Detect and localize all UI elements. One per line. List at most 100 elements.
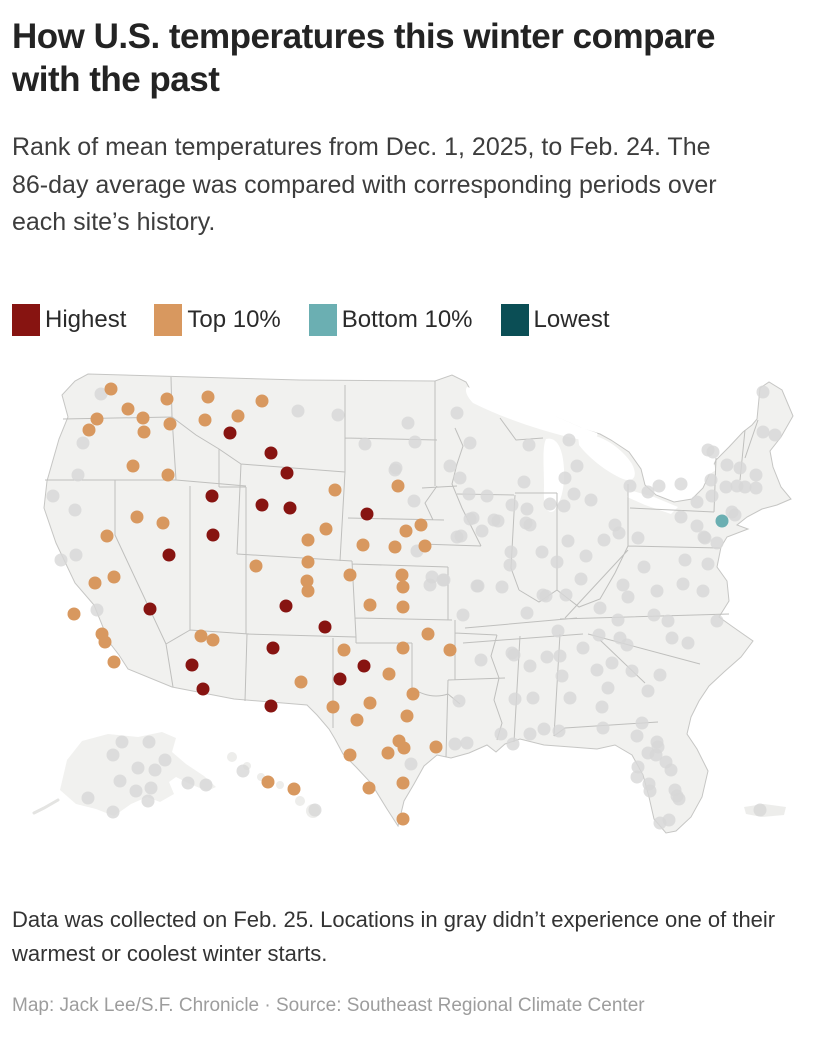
station-dot-gray (559, 588, 573, 602)
station-dot-gray (605, 656, 619, 670)
station-dot-gray (690, 519, 704, 533)
station-dot-gray (54, 553, 68, 567)
station-dot-top10 (399, 524, 413, 538)
us-temperature-map (0, 358, 820, 873)
station-dot-gray (653, 668, 667, 682)
station-dot-top10 (396, 812, 410, 826)
station-dot-gray (756, 425, 770, 439)
station-dot-top10 (231, 409, 245, 423)
station-dot-gray (517, 475, 531, 489)
station-dot-gray (523, 659, 537, 673)
station-dot-gray (696, 584, 710, 598)
legend-swatch (500, 303, 529, 336)
station-dot-gray (643, 784, 657, 798)
station-dot-top10 (418, 539, 432, 553)
station-dot-gray (106, 748, 120, 762)
page: How U.S. temperatures this winter compar… (0, 17, 820, 1017)
station-dot-gray (561, 534, 575, 548)
station-dot-gray (503, 558, 517, 572)
station-dot-gray (358, 437, 372, 451)
station-dot-top10 (160, 392, 174, 406)
station-dot-gray (753, 803, 767, 817)
legend-item-bottom10: Bottom 10% (308, 303, 473, 336)
station-dot-gray (90, 603, 104, 617)
station-dot-highest (333, 672, 347, 686)
station-dot-gray (596, 721, 610, 735)
station-dot-top10 (343, 748, 357, 762)
station-dot-gray (674, 477, 688, 491)
station-dot-gray (738, 480, 752, 494)
station-dot-gray (520, 606, 534, 620)
station-dot-gray (637, 560, 651, 574)
station-dot-gray (704, 473, 718, 487)
station-dot-gray (678, 553, 692, 567)
station-dot-gray (535, 545, 549, 559)
station-dot-gray (506, 737, 520, 751)
station-dot-top10 (294, 675, 308, 689)
legend: Highest Top 10% Bottom 10% Lowest (12, 303, 810, 336)
legend-item-lowest: Lowest (500, 303, 610, 336)
station-dot-highest (206, 528, 220, 542)
station-dot-gray (236, 764, 250, 778)
station-dot-gray (199, 778, 213, 792)
station-dot-gray (623, 479, 637, 493)
station-dot-highest (318, 620, 332, 634)
station-dot-top10 (287, 782, 301, 796)
station-dot-top10 (136, 411, 150, 425)
station-dot-top10 (194, 629, 208, 643)
station-dot-top10 (328, 483, 342, 497)
station-dot-top10 (130, 510, 144, 524)
station-dot-gray (536, 588, 550, 602)
station-dot-gray (81, 791, 95, 805)
station-dot-gray (665, 631, 679, 645)
station-dot-gray (728, 508, 742, 522)
station-dot-gray (68, 503, 82, 517)
station-dot-gray (620, 638, 634, 652)
chart-credit: Map: Jack Lee/S.F. Chronicle · Source: S… (12, 995, 645, 1017)
station-dot-gray (681, 636, 695, 650)
station-dot-highest (280, 466, 294, 480)
station-dot-top10 (163, 417, 177, 431)
station-dot-gray (46, 489, 60, 503)
station-dot-gray (158, 753, 172, 767)
legend-label: Top 10% (187, 305, 281, 333)
station-dot-top10 (350, 713, 364, 727)
station-dot-gray (625, 664, 639, 678)
station-dot-gray (749, 481, 763, 495)
station-dot-gray (768, 428, 782, 442)
station-dot-top10 (343, 568, 357, 582)
station-dot-gray (631, 531, 645, 545)
station-dot-gray (664, 763, 678, 777)
station-dot-gray (641, 684, 655, 698)
station-dot-gray (690, 495, 704, 509)
station-dot-gray (113, 774, 127, 788)
station-dot-gray (526, 691, 540, 705)
station-dot-gray (331, 408, 345, 422)
station-dot-gray (407, 494, 421, 508)
station-dot-highest (283, 501, 297, 515)
station-dot-gray (474, 653, 488, 667)
station-dot-gray (592, 628, 606, 642)
station-dot-gray (463, 436, 477, 450)
station-dot-gray (576, 641, 590, 655)
station-dot-gray (710, 614, 724, 628)
station-dot-top10 (261, 775, 275, 789)
chart-subtitle: Rank of mean temperatures from Dec. 1, 2… (12, 133, 717, 237)
station-dot-gray (131, 761, 145, 775)
station-dot-top10 (137, 425, 151, 439)
station-dot-gray (749, 468, 763, 482)
station-dot-gray (463, 512, 477, 526)
station-dot-top10 (396, 641, 410, 655)
station-dot-gray (487, 513, 501, 527)
station-dot-gray (563, 691, 577, 705)
station-dot-highest (255, 498, 269, 512)
legend-label: Lowest (533, 305, 610, 333)
station-dot-gray (552, 724, 566, 738)
station-dot-gray (650, 584, 664, 598)
station-dot-highest (279, 599, 293, 613)
station-dot-gray (555, 669, 569, 683)
station-dot-top10 (301, 555, 315, 569)
page-title: How U.S. temperatures this winter compar… (12, 17, 716, 99)
legend-label: Bottom 10% (341, 305, 473, 333)
station-dot-gray (551, 624, 565, 638)
